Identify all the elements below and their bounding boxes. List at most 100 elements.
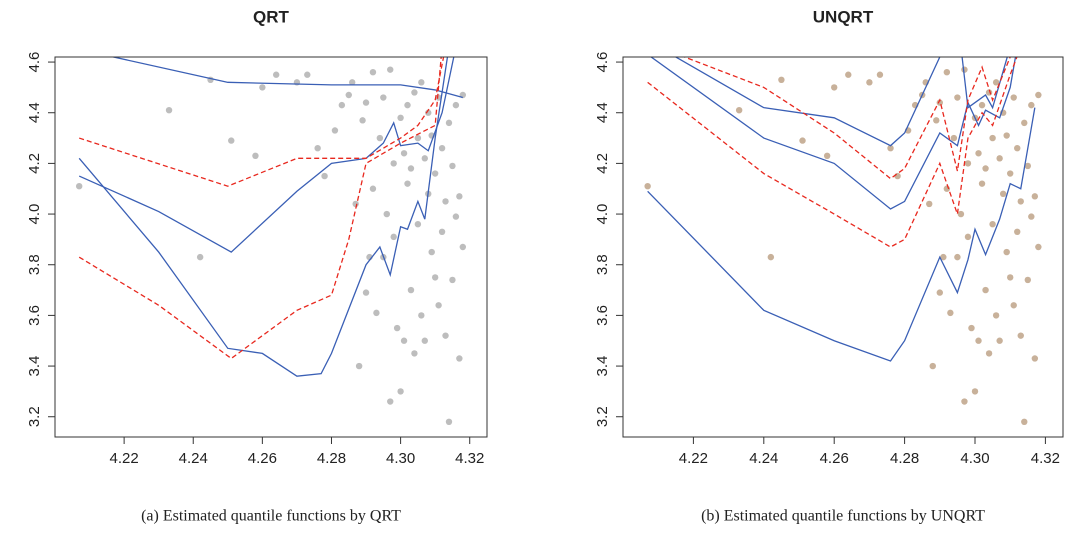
point (362, 99, 370, 106)
point (393, 324, 401, 332)
point (1028, 101, 1035, 109)
y-tick-label: 3.6 (594, 305, 611, 326)
point (947, 309, 954, 317)
point (387, 398, 394, 405)
point (992, 312, 1000, 319)
point (435, 302, 442, 309)
point (314, 145, 321, 152)
point (397, 114, 404, 122)
chart-title: QRT (253, 7, 290, 26)
point (957, 210, 965, 218)
point (1003, 248, 1010, 256)
point (1007, 170, 1014, 177)
point (459, 243, 467, 251)
y-tick-label: 4.0 (26, 204, 43, 225)
point (414, 134, 422, 142)
point (373, 309, 380, 317)
point (196, 253, 204, 261)
point (978, 101, 986, 109)
point (982, 286, 989, 294)
point (383, 210, 390, 218)
y-tick-label: 4.0 (594, 204, 611, 225)
point (404, 101, 411, 109)
point (1003, 132, 1010, 139)
point (799, 137, 806, 144)
point (390, 160, 397, 167)
panel: UNQRT (b) Estimated quantile functions by… (594, 7, 1064, 525)
y-tick-label: 3.8 (26, 254, 43, 275)
caption: (b) Estimated quantile functions by UNQR… (701, 508, 985, 525)
point (943, 69, 951, 76)
point (421, 155, 428, 162)
x-tick-label: 4.26 (820, 450, 849, 467)
point (894, 172, 901, 180)
point (823, 152, 831, 159)
point (390, 233, 397, 241)
lines (647, 57, 1036, 362)
point (964, 160, 972, 167)
point (1007, 274, 1014, 281)
point (362, 289, 370, 296)
point (1010, 94, 1017, 101)
point (735, 107, 743, 114)
point (1031, 355, 1039, 362)
point (989, 134, 996, 142)
point (438, 145, 446, 152)
point (404, 180, 411, 187)
point (1010, 302, 1017, 309)
point (421, 337, 428, 344)
point (418, 312, 425, 319)
point (936, 289, 943, 296)
points (75, 66, 467, 425)
y-tick-label: 3.8 (594, 254, 611, 275)
point (767, 253, 775, 261)
point (321, 172, 328, 180)
point (992, 79, 1000, 86)
plot-frame (622, 56, 1064, 438)
point (452, 213, 460, 220)
point (1017, 332, 1024, 339)
point (331, 127, 339, 134)
point (778, 76, 785, 84)
point (369, 69, 377, 76)
x-tick-label: 4.26 (248, 450, 277, 467)
y-tick-label: 4.4 (26, 102, 43, 123)
point (442, 198, 449, 205)
point (929, 362, 936, 370)
point (456, 355, 463, 362)
point (1017, 198, 1024, 205)
point (445, 119, 453, 127)
y-tick-label: 3.4 (594, 356, 611, 377)
point (876, 71, 884, 78)
point (996, 337, 1003, 344)
x-tick-label: 4.28 (890, 450, 919, 467)
lines (78, 57, 463, 377)
point (940, 253, 947, 261)
point (376, 134, 384, 142)
point (338, 101, 346, 109)
point (964, 233, 972, 241)
point (1035, 91, 1042, 99)
point (355, 362, 363, 370)
point (165, 107, 173, 114)
point (352, 200, 359, 208)
y-tick-label: 4.2 (594, 153, 611, 174)
caption: (a) Estimated quantile functions by QRT (141, 508, 401, 525)
point (75, 183, 83, 190)
point (349, 79, 356, 86)
point (1024, 276, 1032, 284)
point (369, 185, 377, 192)
dashed-quantile-line (78, 57, 442, 360)
x-tick-label: 4.32 (1031, 450, 1060, 467)
quantile-line (78, 57, 455, 253)
point (435, 94, 442, 101)
point (407, 165, 415, 172)
point (411, 350, 418, 357)
x-tick-label: 4.22 (110, 450, 139, 467)
point (1031, 193, 1039, 200)
quantile-line (650, 57, 1017, 210)
point (954, 253, 961, 261)
point (228, 137, 235, 144)
point (411, 89, 418, 96)
point (425, 109, 432, 116)
